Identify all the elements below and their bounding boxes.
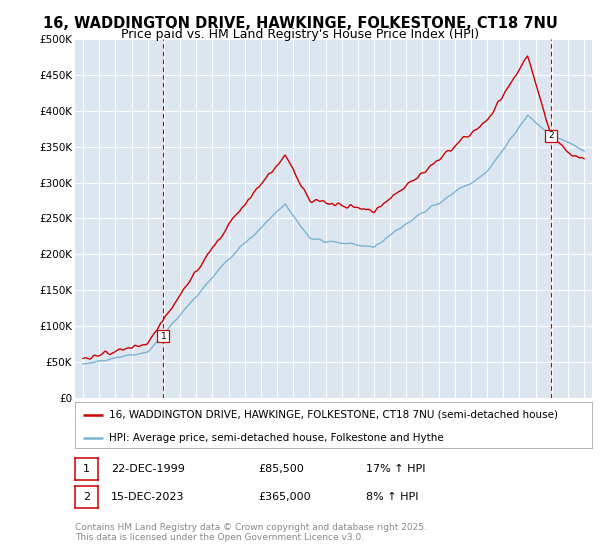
Text: 1: 1 [83, 464, 90, 474]
Text: 17% ↑ HPI: 17% ↑ HPI [366, 464, 425, 474]
Text: 16, WADDINGTON DRIVE, HAWKINGE, FOLKESTONE, CT18 7NU (semi-detached house): 16, WADDINGTON DRIVE, HAWKINGE, FOLKESTO… [109, 410, 557, 420]
Text: 15-DEC-2023: 15-DEC-2023 [111, 492, 185, 502]
Text: HPI: Average price, semi-detached house, Folkestone and Hythe: HPI: Average price, semi-detached house,… [109, 433, 443, 443]
Text: £365,000: £365,000 [258, 492, 311, 502]
Text: 22-DEC-1999: 22-DEC-1999 [111, 464, 185, 474]
Text: 1: 1 [161, 332, 166, 341]
Text: £85,500: £85,500 [258, 464, 304, 474]
Text: Contains HM Land Registry data © Crown copyright and database right 2025.
This d: Contains HM Land Registry data © Crown c… [75, 523, 427, 543]
Text: 2: 2 [548, 132, 554, 141]
Text: 8% ↑ HPI: 8% ↑ HPI [366, 492, 419, 502]
Text: 16, WADDINGTON DRIVE, HAWKINGE, FOLKESTONE, CT18 7NU: 16, WADDINGTON DRIVE, HAWKINGE, FOLKESTO… [43, 16, 557, 31]
Text: Price paid vs. HM Land Registry's House Price Index (HPI): Price paid vs. HM Land Registry's House … [121, 28, 479, 41]
Text: 2: 2 [83, 492, 90, 502]
